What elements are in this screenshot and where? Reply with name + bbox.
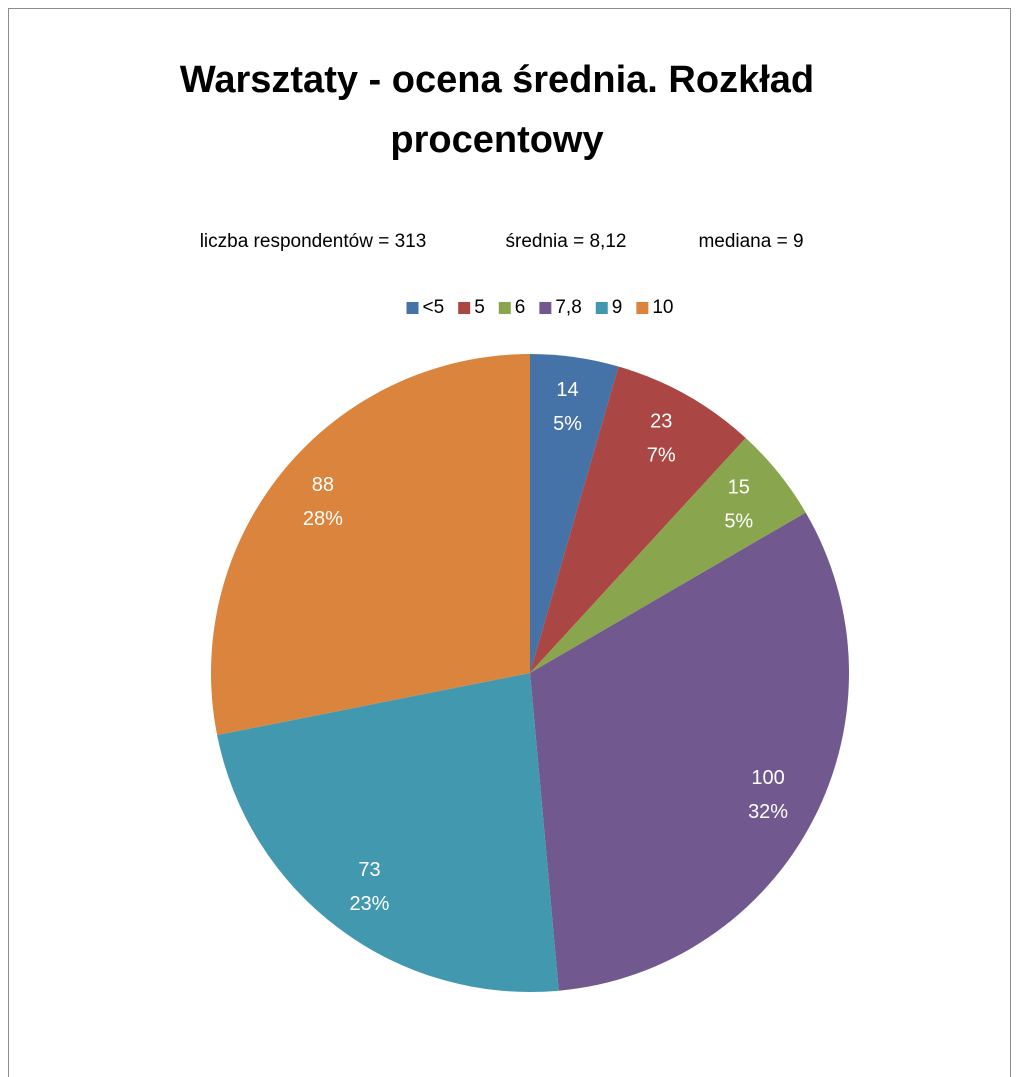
legend-label: 5 xyxy=(474,297,485,318)
data-label: 15 xyxy=(728,476,750,498)
data-label: 100 xyxy=(751,767,784,789)
legend-label: 7,8 xyxy=(555,297,581,318)
annotation: liczba respondentów = 313 xyxy=(200,231,427,252)
legend-swatch xyxy=(595,302,608,314)
legend: <5 5 6 7,8 9 10 xyxy=(406,297,673,318)
annotation: średnia = 8,12 xyxy=(506,231,627,252)
data-label: 88 xyxy=(312,474,334,496)
pie-slice xyxy=(211,354,530,736)
pie-slice xyxy=(530,366,746,673)
pie-slice xyxy=(530,512,849,991)
legend-swatch xyxy=(406,302,419,314)
data-label: 32% xyxy=(748,801,788,823)
chart-title: Warsztaty - ocena średnia. Rozkład xyxy=(180,59,814,101)
data-label: 7% xyxy=(647,445,676,467)
data-label: 23 xyxy=(650,411,672,433)
legend-label: <5 xyxy=(423,297,445,318)
legend-label: 6 xyxy=(515,297,526,318)
data-label: 28% xyxy=(303,508,343,530)
legend-swatch xyxy=(539,302,552,314)
pie-slice xyxy=(530,354,619,673)
data-label: 5% xyxy=(724,510,753,532)
chart-title: procentowy xyxy=(390,119,603,161)
data-label: 5% xyxy=(553,413,582,435)
annotation: mediana = 9 xyxy=(698,231,803,252)
data-label: 14 xyxy=(556,379,578,401)
pie-slice xyxy=(530,438,806,673)
legend-swatch xyxy=(498,302,511,314)
pie-slice xyxy=(217,673,559,992)
legend-swatch xyxy=(458,302,471,314)
legend-label: 10 xyxy=(652,297,673,318)
legend-swatch xyxy=(636,302,649,314)
legend-label: 9 xyxy=(612,297,623,318)
data-label: 73 xyxy=(358,859,380,881)
data-label: 23% xyxy=(349,893,389,915)
